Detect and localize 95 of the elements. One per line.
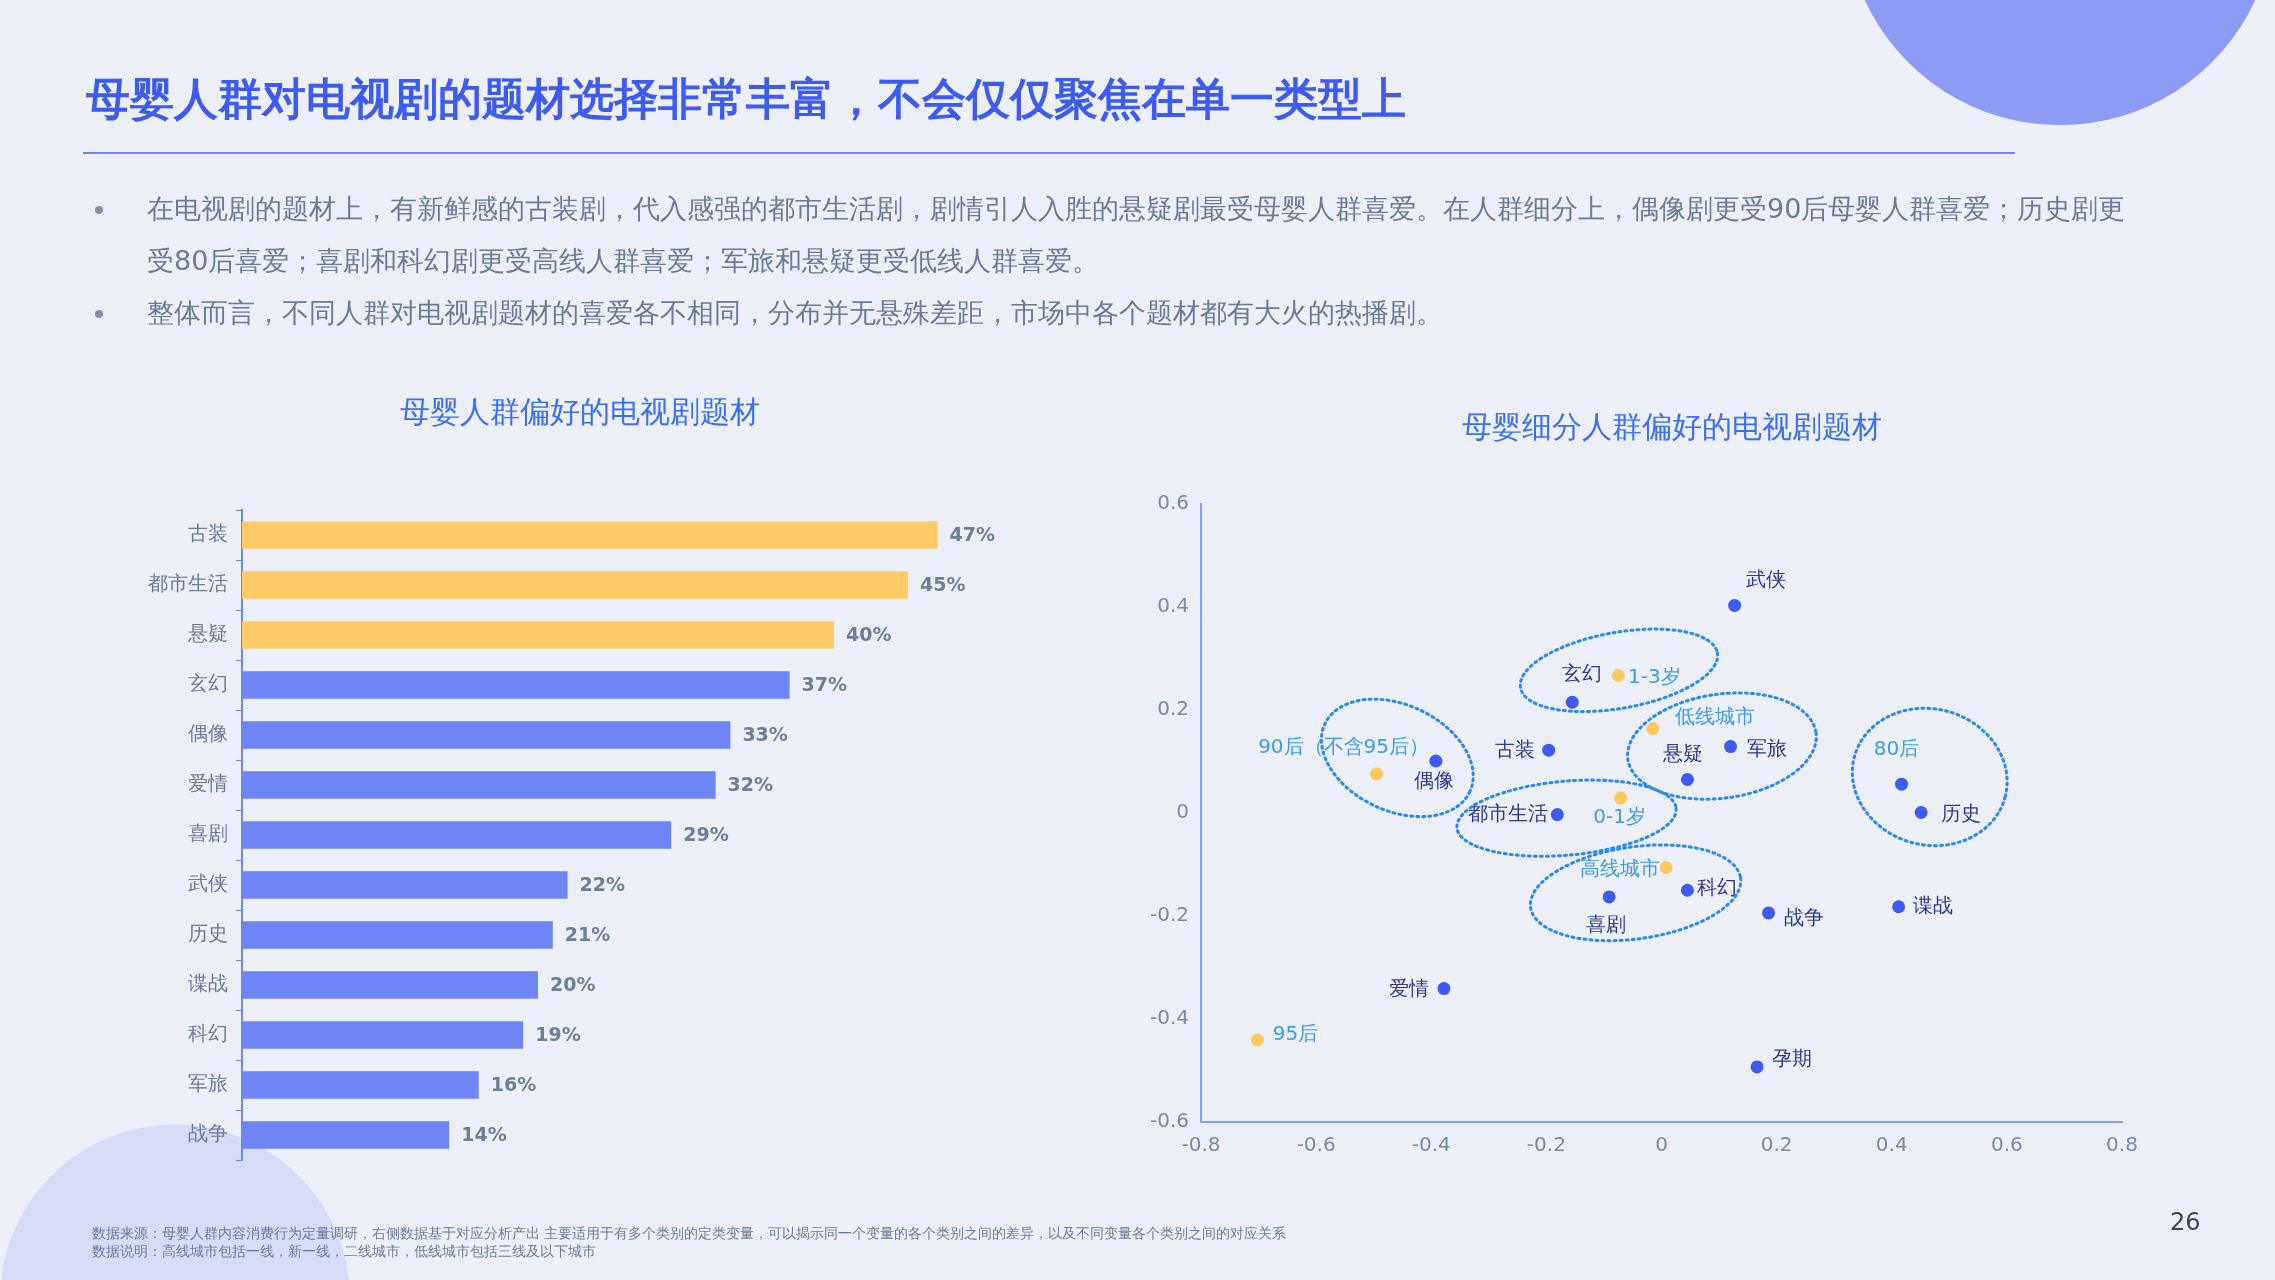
x-tick-label: -0.8 — [1181, 1132, 1221, 1157]
point — [1750, 1060, 1764, 1074]
x-tick-label: 0.6 — [1990, 1132, 2023, 1157]
x-tick-label: 0.8 — [2106, 1132, 2138, 1157]
x-tick-label: -0.6 — [1296, 1132, 1336, 1157]
point — [1892, 900, 1906, 914]
y-tick-label: -0.6 — [1149, 1108, 1190, 1133]
data-label: 32% — [727, 772, 774, 795]
annotation: 战争 — [1783, 905, 1824, 930]
annotation: 爱情 — [1388, 975, 1429, 1000]
data-label: 14% — [461, 1122, 507, 1145]
point — [1565, 695, 1579, 709]
x-tick-label: 0.2 — [1760, 1132, 1793, 1157]
annotation: 军旅 — [1746, 735, 1787, 760]
annotation: 喜剧 — [1586, 912, 1627, 937]
y-tick-label: 武侠 — [188, 871, 228, 896]
bar — [242, 571, 908, 599]
bar — [242, 621, 834, 649]
y-tick-label: 爱情 — [188, 771, 228, 796]
point — [1728, 598, 1742, 612]
data-label: 21% — [564, 922, 611, 945]
annotation: 低线城市 — [1674, 703, 1755, 728]
annotation: 1-3岁 — [1628, 663, 1681, 688]
data-label: 16% — [490, 1072, 537, 1095]
point — [1914, 805, 1928, 819]
annotation: 90后（不含95后） — [1258, 734, 1430, 759]
text: 26 — [2170, 1208, 2201, 1236]
point — [1542, 743, 1556, 757]
y-tick-label: 科幻 — [188, 1021, 228, 1046]
data-label: 45% — [920, 572, 966, 595]
point — [1762, 906, 1776, 920]
point — [1646, 722, 1660, 736]
point — [1611, 669, 1625, 682]
data-label: 40% — [846, 622, 892, 645]
point — [1659, 861, 1673, 875]
annotation: 武侠 — [1745, 566, 1786, 591]
y-tick-label: 0 — [1176, 799, 1190, 824]
x-tick-label: -0.4 — [1411, 1132, 1451, 1157]
annotation: 偶像 — [1413, 768, 1454, 793]
y-tick-label: 喜剧 — [188, 821, 228, 846]
y-tick-label: 古装 — [188, 521, 228, 546]
text: 在电视剧的题材上，有新鲜感的古装剧，代入感强的都市生活剧，剧情引人入胜的悬疑剧最受母婴人群喜爱。在人群细分上，偶像剧更受90后母婴人群喜爱；历史剧更受80后喜爱；喜剧和科幻剧更受高线人群喜爱；军旅和悬疑更受低线人群喜爱。 — [147, 192, 2127, 278]
y-tick-label: 战争 — [188, 1121, 228, 1146]
annotation: 0-1岁 — [1593, 804, 1646, 829]
y-tick-label: 都市生活 — [148, 571, 228, 596]
y-tick-label: 0.4 — [1157, 593, 1190, 618]
y-tick-label: 玄幻 — [188, 671, 228, 696]
annotation: 高线城市 — [1580, 855, 1661, 880]
x-tick-label: -0.2 — [1526, 1132, 1566, 1157]
annotation: 95后 — [1272, 1021, 1319, 1046]
data-label: 20% — [550, 972, 596, 995]
point — [1724, 740, 1738, 754]
data-label: 22% — [579, 872, 626, 895]
y-tick-label: 偶像 — [188, 721, 228, 746]
x-tick-label: 0.4 — [1875, 1132, 1908, 1157]
y-tick-label: 历史 — [188, 921, 228, 946]
text: 母婴人群对电视剧的题材选择非常丰富，不会仅仅聚焦在单一类型上 — [86, 72, 1406, 126]
y-tick-label: 悬疑 — [187, 621, 228, 646]
annotation: 历史 — [1941, 800, 1982, 825]
annotation: 古装 — [1494, 737, 1535, 762]
point — [1370, 767, 1384, 781]
annotation: 都市生活 — [1468, 800, 1549, 825]
annotation: 玄幻 — [1562, 661, 1603, 686]
data-label: 29% — [683, 822, 729, 845]
y-tick-label: 0.2 — [1157, 696, 1190, 721]
point — [1437, 982, 1451, 996]
bar — [242, 521, 938, 549]
y-tick-label: 军旅 — [188, 1071, 228, 1096]
point — [1550, 808, 1564, 822]
y-tick-label: 0.6 — [1157, 490, 1190, 515]
chart-title: 母婴细分人群偏好的电视剧题材 — [1461, 408, 1883, 446]
x-tick-label: 0 — [1655, 1132, 1668, 1157]
annotation: 悬疑 — [1662, 740, 1704, 765]
data-label: 19% — [535, 1022, 581, 1045]
text: 数据说明：高线城市包括一线，新一线，二线城市，低线城市包括三线及以下城市 — [92, 1243, 596, 1261]
chart-title: 母婴人群偏好的电视剧题材 — [399, 393, 761, 431]
y-tick-label: -0.4 — [1149, 1005, 1190, 1030]
data-label: 47% — [949, 522, 996, 545]
data-label: 33% — [742, 722, 788, 745]
point — [1429, 754, 1443, 768]
point — [1680, 883, 1694, 897]
y-tick-label: -0.2 — [1149, 902, 1190, 927]
point — [1602, 890, 1616, 904]
point — [1680, 773, 1694, 787]
point — [1895, 777, 1909, 791]
point — [1250, 1033, 1264, 1047]
point — [1614, 791, 1628, 805]
data-label: 37% — [801, 672, 848, 695]
source-note: 数据来源：母婴人群内容消费行为定量调研，右侧数据基于对应分析产出 主要适用于有多个类别的定类变量，可以揭示同一个变量的各个类别之间的差异，以及不同变量各个类别之间的对应关系 — [92, 1225, 1287, 1243]
annotation: 谍战 — [1912, 892, 1953, 917]
annotation: 科幻 — [1697, 875, 1738, 900]
annotation: 80后 — [1873, 736, 1920, 761]
y-tick-label: 谍战 — [188, 971, 228, 996]
annotation: 孕期 — [1772, 1046, 1813, 1071]
text: 整体而言，不同人群对电视剧题材的喜爱各不相同，分布并无悬殊差距，市场中各个题材都有大火的热播剧。 — [147, 296, 1444, 330]
